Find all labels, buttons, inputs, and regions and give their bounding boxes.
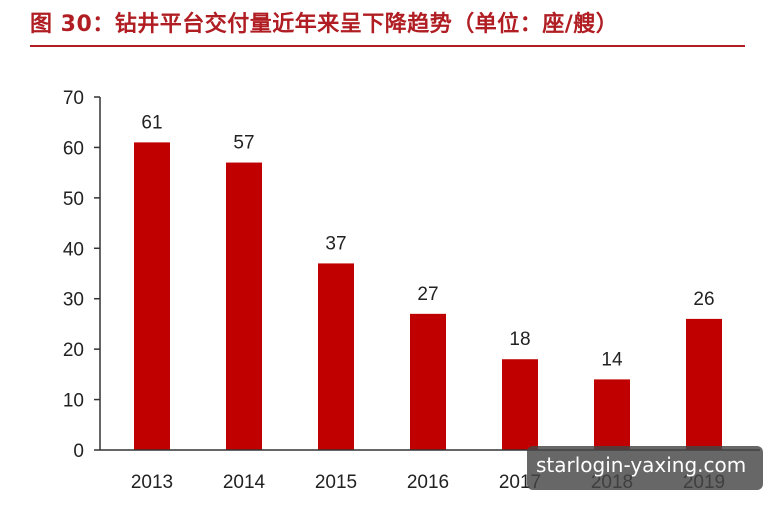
y-tick-label: 40 [63, 239, 84, 260]
data-label-2018: 14 [601, 349, 623, 370]
y-tick-label: 10 [63, 391, 84, 412]
data-label-2019: 26 [693, 289, 714, 310]
x-tick-label-2015: 2015 [315, 472, 357, 493]
bar-2018 [594, 379, 630, 450]
bar-2014 [226, 162, 262, 451]
x-tick-label-2016: 2016 [407, 472, 449, 493]
watermark-badge [527, 446, 763, 490]
title-underline [30, 45, 745, 47]
x-tick-label-2014: 2014 [223, 472, 266, 493]
data-label-2014: 57 [233, 133, 254, 154]
bar-2016 [410, 313, 446, 450]
y-tick-label: 60 [63, 138, 84, 159]
bar-2013 [134, 142, 170, 450]
x-tick-label-2013: 2013 [131, 472, 173, 493]
y-tick-label: 0 [73, 441, 84, 462]
data-label-2013: 61 [141, 112, 162, 133]
data-label-2017: 18 [509, 329, 530, 350]
bar-2015 [318, 263, 354, 450]
data-labels: 61 57 37 27 18 14 26 [141, 112, 714, 370]
y-tick-label: 30 [63, 290, 84, 311]
y-axis-ticks: 0 10 20 30 40 50 60 70 [63, 88, 100, 462]
watermark-text: starlogin-yaxing.com [536, 453, 747, 477]
data-label-2016: 27 [417, 284, 438, 305]
bar-2017 [502, 359, 538, 450]
y-tick-label: 70 [63, 88, 84, 109]
figure-title: 图 30：钻井平台交付量近年来呈下降趋势（单位：座/艘） [30, 12, 619, 37]
data-label-2015: 37 [325, 233, 346, 254]
bar-series [134, 142, 722, 451]
y-tick-label: 50 [63, 189, 84, 210]
y-tick-label: 20 [63, 340, 84, 361]
bar-2019 [686, 318, 722, 450]
